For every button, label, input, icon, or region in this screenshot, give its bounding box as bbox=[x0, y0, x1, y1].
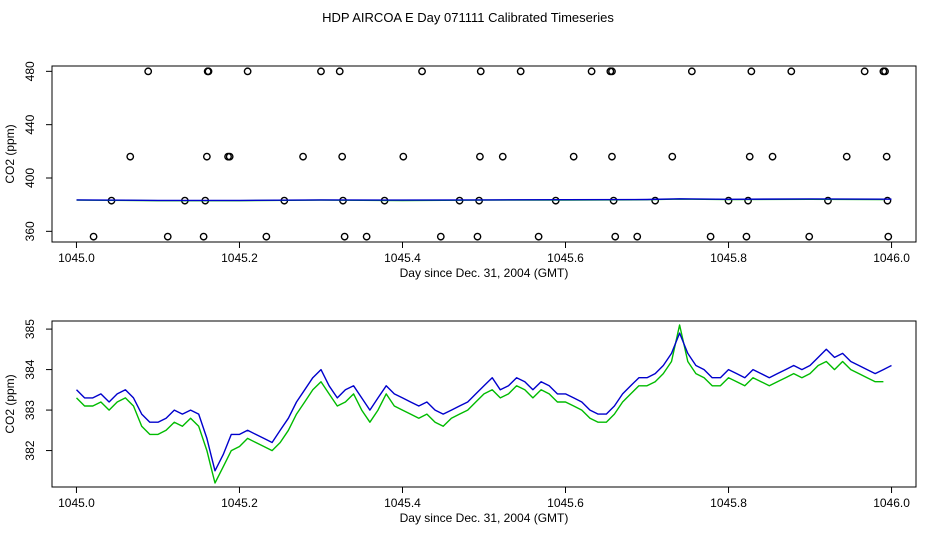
x-tick-label: 1045.8 bbox=[710, 496, 747, 510]
x-tick-label: 1045.2 bbox=[221, 251, 258, 265]
series-line bbox=[76, 332, 892, 472]
data-point bbox=[516, 67, 525, 76]
x-tick-label: 1045.2 bbox=[221, 496, 258, 510]
data-point bbox=[399, 152, 408, 161]
data-point bbox=[299, 152, 307, 161]
data-point bbox=[418, 67, 426, 76]
x-axis-label: Day since Dec. 31, 2004 (GMT) bbox=[400, 266, 569, 280]
data-point bbox=[883, 196, 892, 205]
data-point bbox=[882, 152, 891, 161]
x-tick-label: 1045.6 bbox=[547, 496, 584, 510]
data-point bbox=[476, 152, 484, 161]
x-axis-label: Day since Dec. 31, 2004 (GMT) bbox=[400, 511, 569, 525]
y-axis-label: CO2 (ppm) bbox=[3, 124, 17, 183]
data-point bbox=[633, 232, 642, 241]
figure-title: HDP AIRCOA E Day 071111 Calibrated Times… bbox=[322, 10, 614, 25]
x-tick-label: 1045.0 bbox=[58, 496, 95, 510]
data-point bbox=[476, 67, 485, 76]
data-point bbox=[609, 196, 618, 205]
data-point bbox=[860, 67, 869, 76]
data-point bbox=[163, 232, 172, 241]
data-point bbox=[243, 67, 252, 76]
x-tick-label: 1046.0 bbox=[873, 496, 910, 510]
plot-frame bbox=[51, 65, 917, 243]
data-point bbox=[126, 152, 135, 161]
data-point bbox=[668, 152, 677, 161]
data-point bbox=[881, 67, 889, 76]
y-tick-label: 382 bbox=[23, 440, 37, 460]
data-point bbox=[608, 152, 616, 161]
data-point bbox=[262, 232, 271, 241]
y-tick-label: 440 bbox=[23, 114, 37, 134]
data-point bbox=[225, 152, 234, 161]
data-point bbox=[687, 67, 696, 76]
data-point bbox=[747, 67, 756, 76]
data-point bbox=[436, 232, 445, 241]
y-tick-label: 384 bbox=[23, 359, 37, 379]
data-point bbox=[768, 152, 777, 161]
top-panel-scatter: 1045.0 1045.2 1045.4 1045.6 1045.8 1046.0 360 4… bbox=[3, 61, 917, 280]
data-point bbox=[787, 67, 796, 76]
y-tick-label: 480 bbox=[23, 61, 37, 81]
x-tick-label: 1045.4 bbox=[384, 251, 421, 265]
data-point bbox=[335, 67, 344, 76]
data-point bbox=[569, 152, 578, 161]
data-point bbox=[202, 152, 211, 161]
data-point bbox=[611, 232, 620, 241]
plot-frame bbox=[51, 320, 917, 488]
series-line bbox=[76, 198, 892, 202]
y-tick-label: 400 bbox=[23, 168, 37, 188]
data-point bbox=[742, 232, 751, 241]
y-tick-label: 385 bbox=[23, 319, 37, 339]
data-point bbox=[745, 152, 754, 161]
data-point bbox=[534, 232, 543, 241]
data-point bbox=[824, 196, 832, 205]
data-point bbox=[608, 67, 616, 76]
data-point bbox=[805, 232, 814, 241]
data-point bbox=[338, 152, 347, 161]
y-tick-label: 360 bbox=[23, 221, 37, 241]
data-point bbox=[89, 232, 98, 241]
data-point bbox=[204, 67, 213, 76]
data-point bbox=[724, 196, 733, 205]
x-tick-label: 1045.0 bbox=[58, 251, 95, 265]
data-point bbox=[587, 67, 596, 76]
series-line bbox=[76, 324, 884, 484]
data-point bbox=[473, 232, 482, 241]
y-axis-label: CO2 (ppm) bbox=[3, 374, 17, 433]
data-point bbox=[144, 67, 153, 76]
data-point bbox=[340, 232, 349, 241]
data-point bbox=[842, 152, 851, 161]
data-point bbox=[317, 67, 325, 76]
data-point bbox=[651, 196, 660, 205]
x-tick-label: 1045.4 bbox=[384, 496, 421, 510]
data-point bbox=[498, 152, 507, 161]
data-point bbox=[199, 232, 208, 241]
data-point bbox=[706, 232, 715, 241]
data-point bbox=[884, 232, 893, 241]
x-tick-label: 1045.6 bbox=[547, 251, 584, 265]
x-tick-label: 1046.0 bbox=[873, 251, 910, 265]
x-tick-label: 1045.8 bbox=[710, 251, 747, 265]
bottom-panel-line: 1045.0 1045.2 1045.4 1045.6 1045.8 1046.0 382 3… bbox=[3, 319, 917, 525]
y-tick-label: 383 bbox=[23, 400, 37, 420]
data-point bbox=[362, 232, 371, 241]
data-point bbox=[744, 196, 752, 205]
